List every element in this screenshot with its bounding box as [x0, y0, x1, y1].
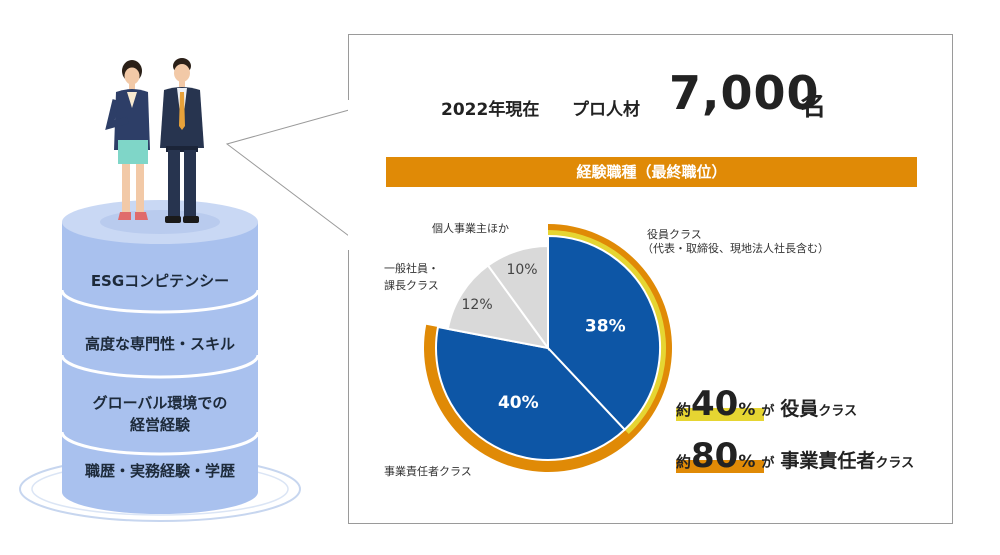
stat-highlight-business [676, 460, 764, 473]
pie-label-3: 10% [506, 262, 537, 278]
pie-slice-0 [547, 234, 661, 432]
cylinder-body [62, 222, 258, 514]
label-general-2: 課長クラス [384, 279, 439, 292]
talent-stack-illustration [19, 58, 301, 522]
pie-slice-2 [446, 264, 551, 350]
talent-count: 7,000 [669, 66, 820, 120]
woman-figure [105, 60, 150, 220]
pie-label-2: 12% [462, 297, 493, 313]
experience-pie-chart: 38% 40% 12% 10% [424, 224, 672, 473]
layer-career: 職歴・実務経験・学歴 [84, 462, 235, 480]
talent-label: プロ人材 [572, 100, 640, 120]
callout-pointer [225, 100, 352, 250]
pie-label-1: 40% [498, 393, 539, 413]
pie-label-0: 38% [585, 316, 626, 336]
layer-esg: ESGコンピテンシー [90, 272, 230, 290]
chart-banner: 経験職種（最終職位） [386, 157, 917, 187]
man-figure [160, 58, 204, 223]
pie-slice-1 [435, 325, 627, 461]
label-business: 事業責任者クラス [384, 465, 472, 478]
label-executive: 役員クラス [647, 228, 702, 241]
stat-business: 約80% が事業責任者クラス [676, 436, 915, 476]
label-general-1: 一般社員・ [384, 262, 439, 275]
label-executive-note: （代表・取締役、現地法人社長含む） [642, 242, 829, 255]
stat-highlight-executive [676, 408, 764, 421]
stat-executive: 約40% が役員クラス [676, 384, 858, 424]
layer-expertise: 高度な専門性・スキル [84, 335, 235, 353]
talent-unit: 名 [800, 92, 827, 122]
layer-global: グローバル環境での 経営経験 [92, 394, 228, 434]
year-label: 2022年現在 [441, 100, 540, 120]
pie-slice-3 [486, 244, 549, 352]
label-individual: 個人事業主ほか [432, 222, 509, 235]
